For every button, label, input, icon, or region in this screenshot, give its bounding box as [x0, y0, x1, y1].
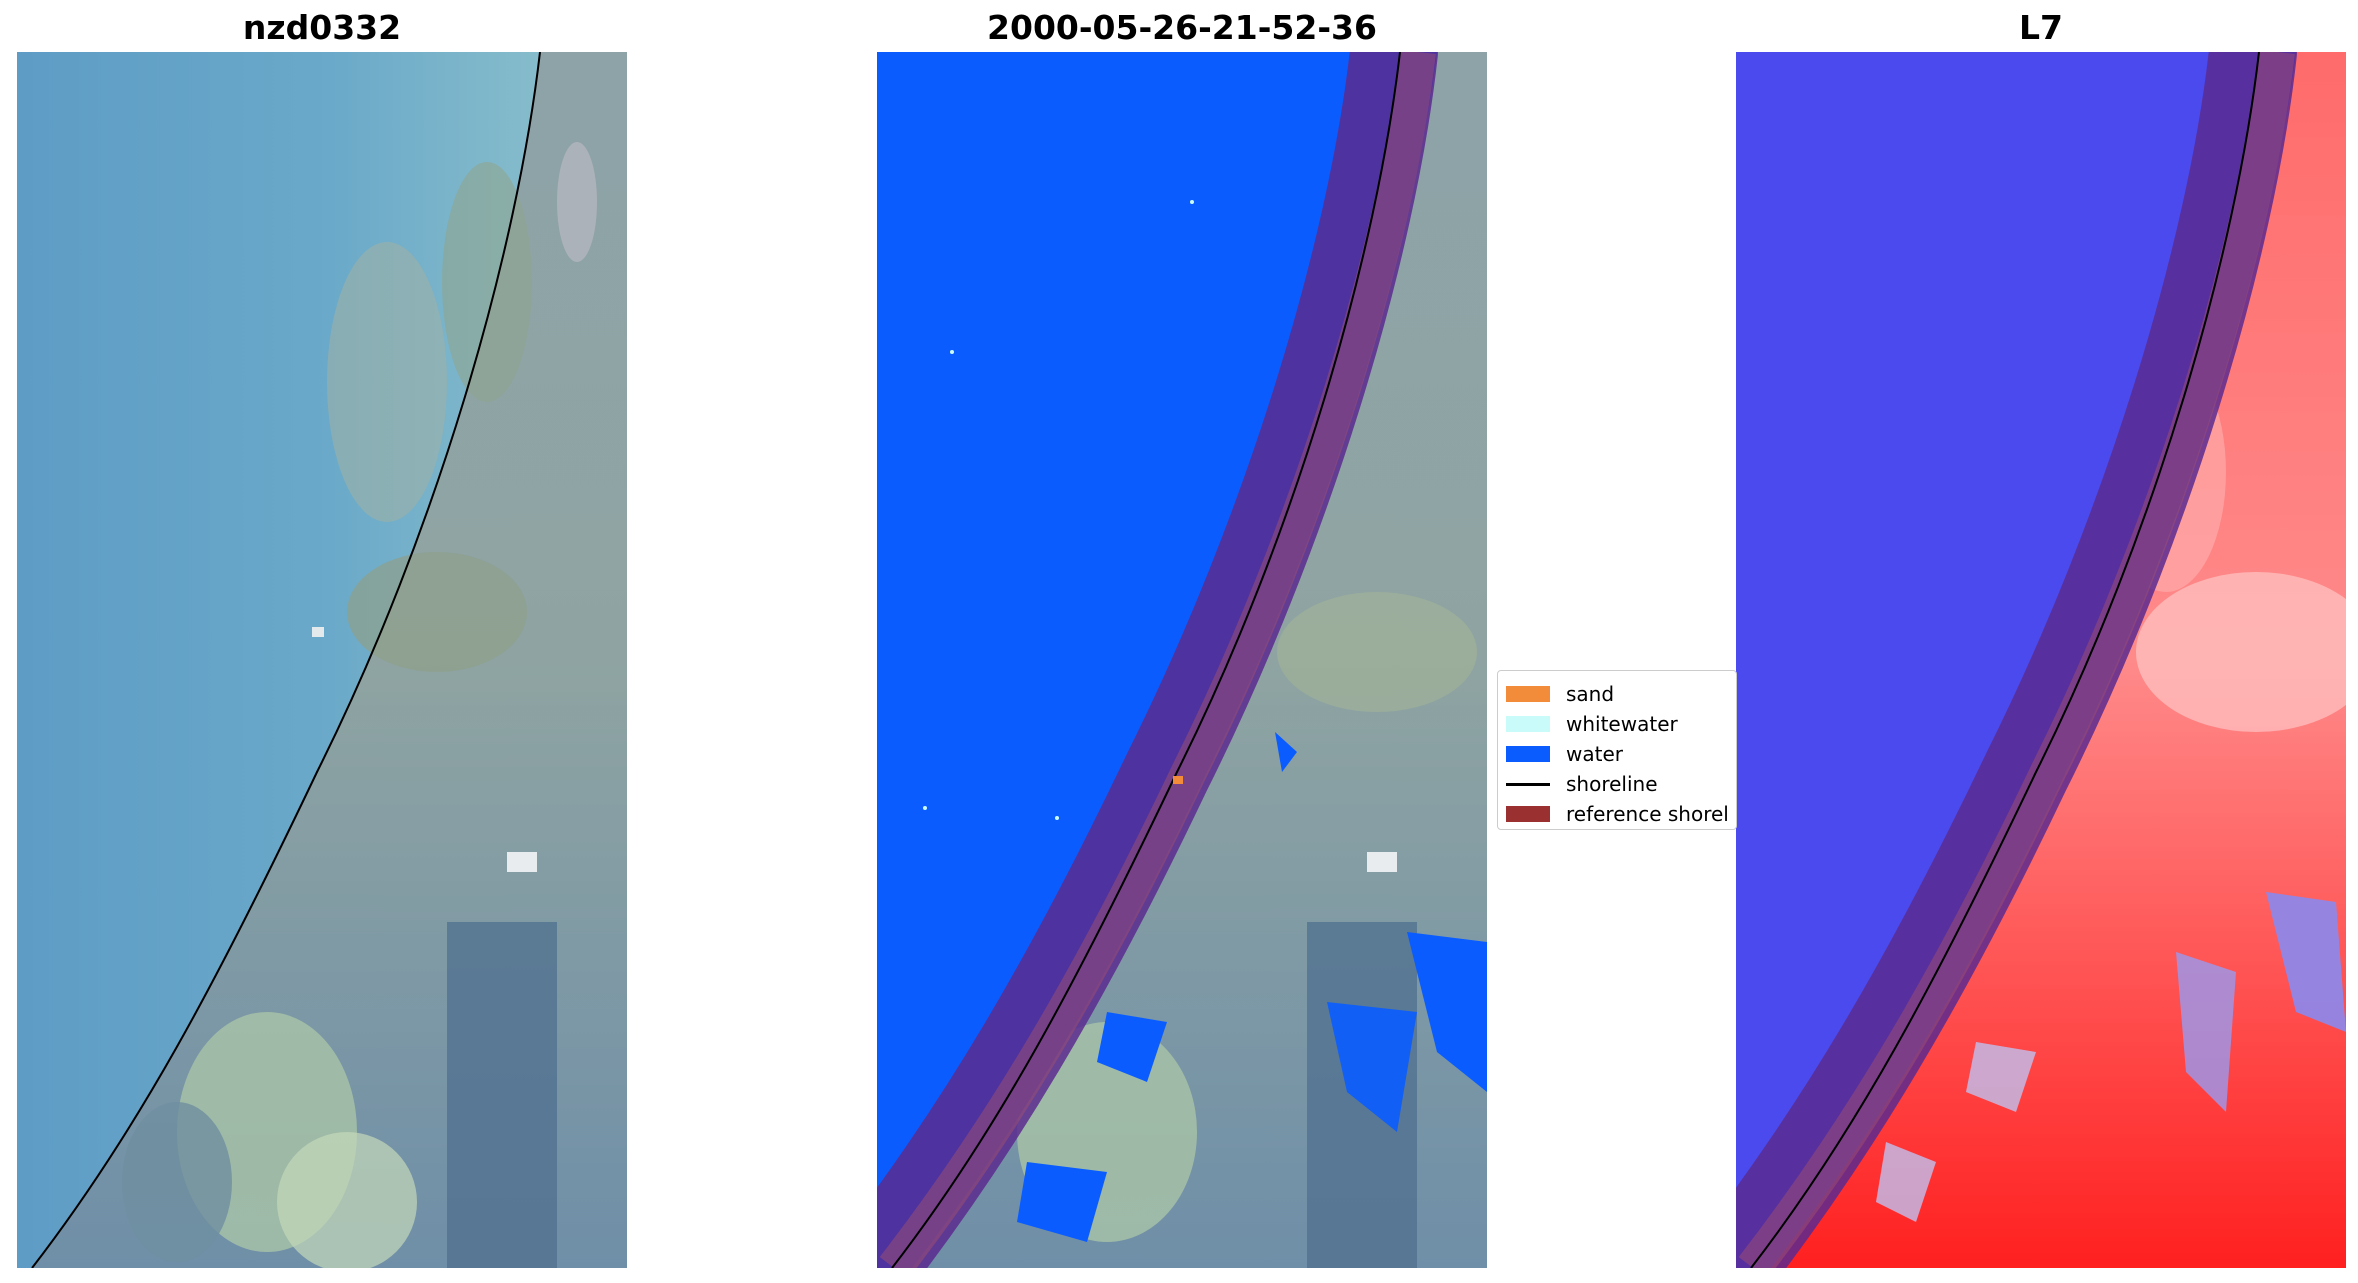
legend: sand whitewater water shoreline referenc…	[1497, 670, 1737, 830]
legend-item-sand: sand	[1506, 679, 1614, 709]
legend-item-whitewater: whitewater	[1506, 709, 1678, 739]
legend-item-water: water	[1506, 739, 1623, 769]
legend-swatch-reference-shoreline	[1506, 806, 1550, 822]
legend-label: shoreline	[1566, 772, 1658, 796]
panel-title-classified: 2000-05-26-21-52-36	[987, 8, 1377, 47]
legend-swatch-sand	[1506, 686, 1550, 702]
legend-item-shoreline: shoreline	[1506, 769, 1658, 799]
legend-swatch-water	[1506, 746, 1550, 762]
panel-title-rgb: nzd0332	[242, 8, 402, 47]
rgb-image-panel	[17, 52, 627, 1268]
index-image	[1736, 52, 2346, 1268]
legend-label: whitewater	[1566, 712, 1678, 736]
classified-image-panel	[877, 52, 1487, 1268]
rgb-image	[17, 52, 627, 1268]
legend-item-reference-shoreline: reference shorel	[1506, 799, 1729, 829]
legend-label: water	[1566, 742, 1623, 766]
classified-image	[877, 52, 1487, 1268]
index-image-panel	[1736, 52, 2346, 1268]
legend-label: reference shorel	[1566, 802, 1729, 826]
legend-swatch-shoreline	[1506, 782, 1550, 786]
legend-label: sand	[1566, 682, 1615, 706]
panel-title-index: L7	[2019, 8, 2063, 47]
legend-swatch-whitewater	[1506, 716, 1550, 732]
